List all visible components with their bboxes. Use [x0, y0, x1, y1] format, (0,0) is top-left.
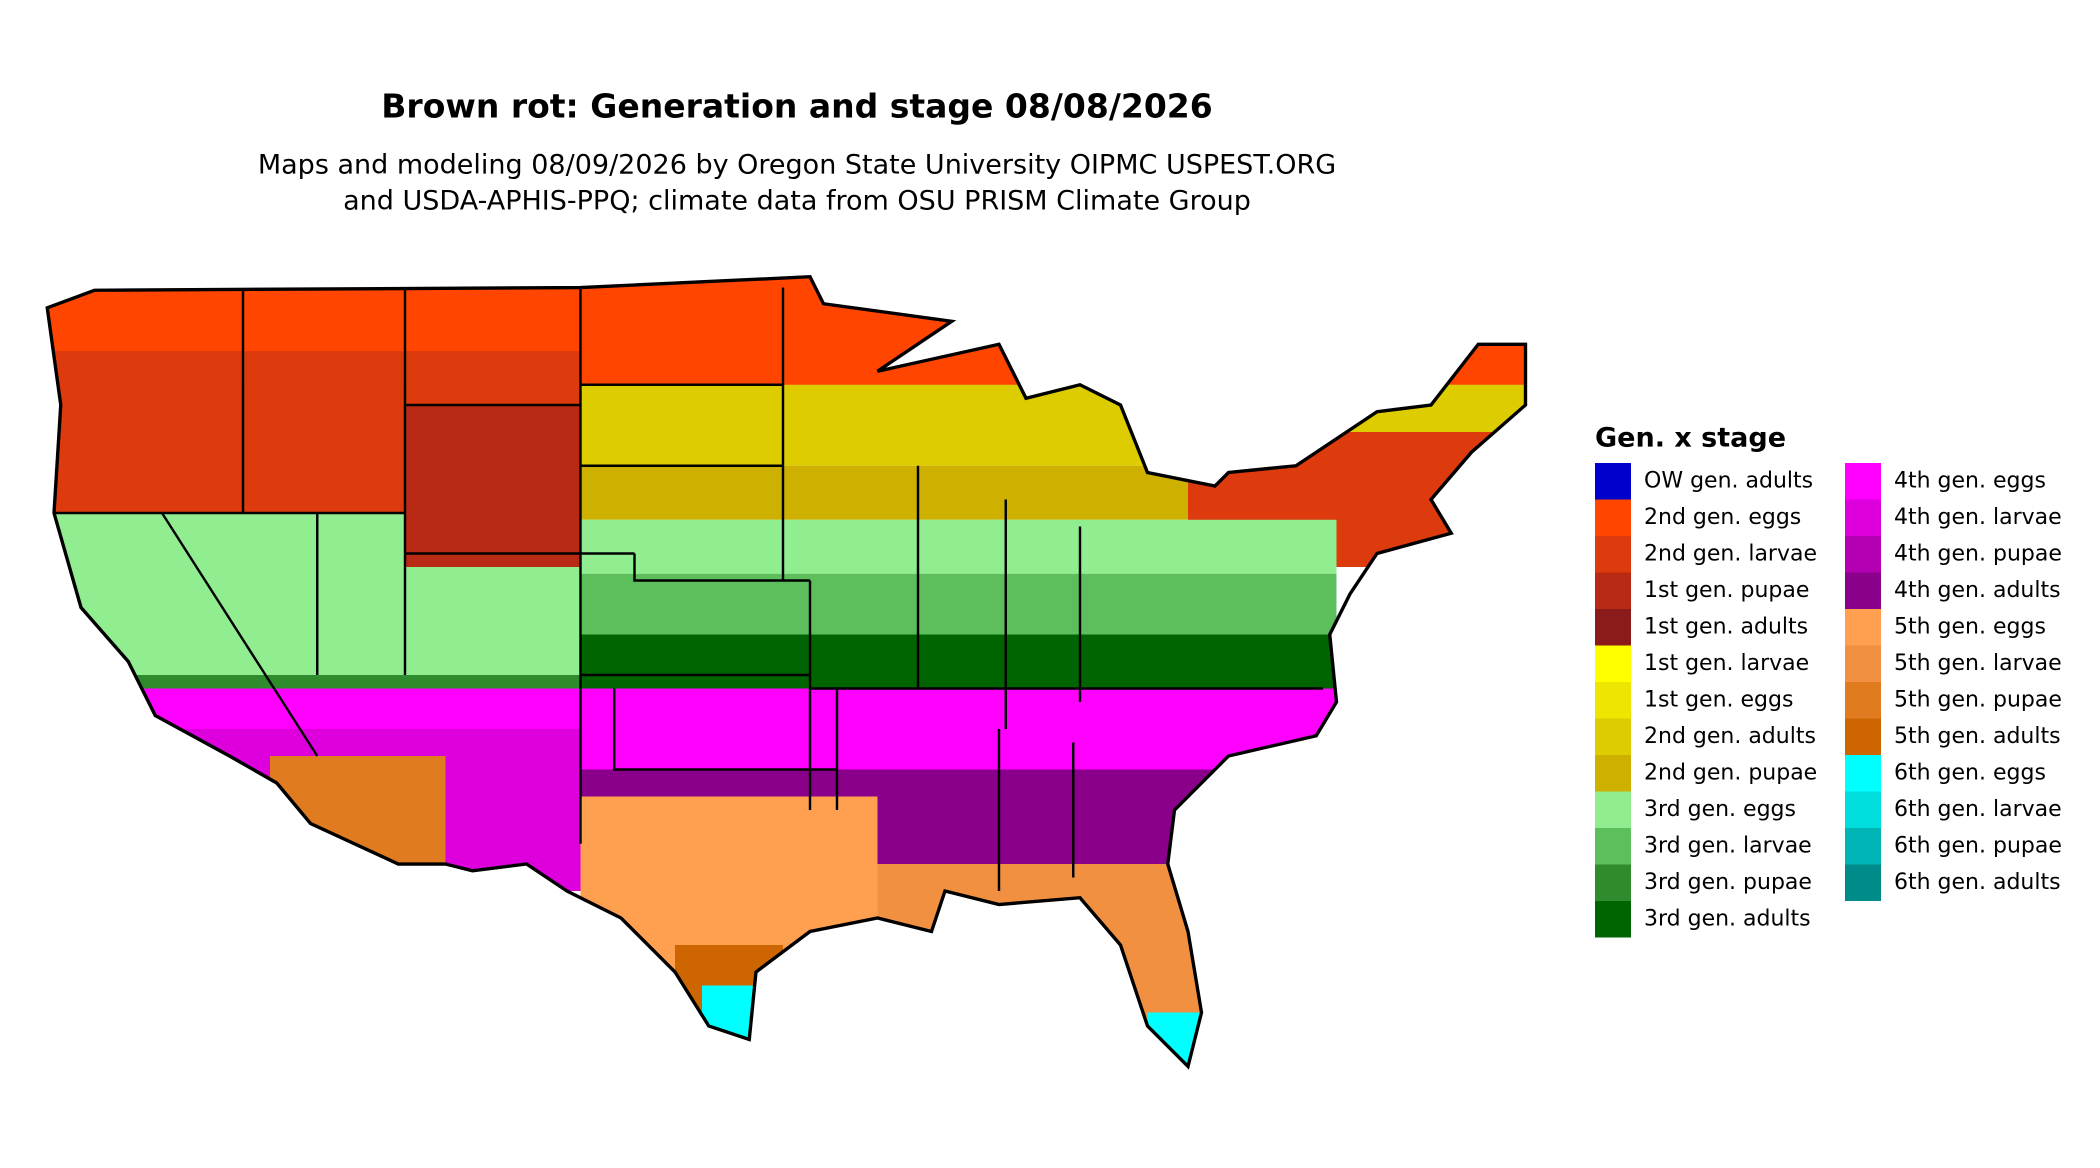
legend-label: 1st gen. adults	[1644, 614, 1808, 639]
legend-swatch	[1845, 645, 1881, 682]
map-subtitle: Maps and modeling 08/09/2026 by Oregon S…	[258, 150, 1336, 181]
legend-swatch	[1595, 718, 1631, 755]
legend-swatch	[1595, 864, 1631, 901]
legend-swatch	[1595, 536, 1631, 573]
legend-label: 1st gen. pupae	[1644, 578, 1809, 603]
legend-swatch	[1595, 499, 1631, 536]
legend-swatch	[1595, 901, 1631, 938]
legend-label: 2nd gen. adults	[1644, 724, 1816, 749]
legend-label: 4th gen. eggs	[1894, 468, 2046, 493]
legend-label: 6th gen. eggs	[1894, 760, 2046, 785]
map-subtitle: and USDA-APHIS-PPQ; climate data from OS…	[343, 186, 1251, 217]
legend-label: OW gen. adults	[1644, 468, 1813, 493]
legend-label: 1st gen. eggs	[1644, 687, 1793, 712]
legend-swatch	[1845, 463, 1881, 500]
legend-label: 3rd gen. eggs	[1644, 797, 1796, 822]
legend-swatch	[1845, 682, 1881, 719]
legend-label: 5th gen. larvae	[1894, 651, 2062, 676]
legend-label: 5th gen. eggs	[1894, 614, 2046, 639]
legend-swatch	[1595, 645, 1631, 682]
legend-label: 5th gen. adults	[1894, 724, 2061, 749]
legend-label: 2nd gen. eggs	[1644, 505, 1801, 530]
legend-swatch	[1845, 572, 1881, 609]
legend-label: 2nd gen. larvae	[1644, 541, 1817, 566]
legend-swatch	[1845, 718, 1881, 755]
legend-label: 5th gen. pupae	[1894, 687, 2062, 712]
legend-swatch	[1845, 755, 1881, 792]
legend-swatch	[1845, 791, 1881, 828]
legend-swatch	[1595, 791, 1631, 828]
legend-swatch	[1845, 609, 1881, 646]
us-map	[45, 275, 1528, 1070]
legend-title: Gen. x stage	[1595, 423, 1786, 454]
legend-swatch	[1845, 864, 1881, 901]
legend-swatch	[1595, 463, 1631, 500]
legend-label: 3rd gen. adults	[1644, 906, 1811, 931]
legend-label: 4th gen. pupae	[1894, 541, 2062, 566]
legend-swatch	[1595, 609, 1631, 646]
legend-swatch	[1595, 755, 1631, 792]
legend-label: 4th gen. adults	[1894, 578, 2061, 603]
legend-swatch	[1845, 536, 1881, 573]
legend-label: 3rd gen. larvae	[1644, 833, 1812, 858]
legend-label: 6th gen. larvae	[1894, 797, 2062, 822]
legend-label: 3rd gen. pupae	[1644, 870, 1812, 895]
legend-swatch	[1845, 499, 1881, 536]
legend-label: 6th gen. pupae	[1894, 833, 2062, 858]
legend-swatch	[1595, 682, 1631, 719]
legend-label: 6th gen. adults	[1894, 870, 2061, 895]
legend-swatch	[1845, 828, 1881, 865]
legend: OW gen. adults 2nd gen. eggs 2nd gen. larv…	[1595, 463, 2062, 938]
legend-swatch	[1595, 572, 1631, 609]
map-title: Brown rot: Generation and stage 08/08/20…	[381, 87, 1212, 126]
legend-label: 2nd gen. pupae	[1644, 760, 1817, 785]
legend-label: 1st gen. larvae	[1644, 651, 1809, 676]
legend-label: 4th gen. larvae	[1894, 505, 2062, 530]
legend-swatch	[1595, 828, 1631, 865]
